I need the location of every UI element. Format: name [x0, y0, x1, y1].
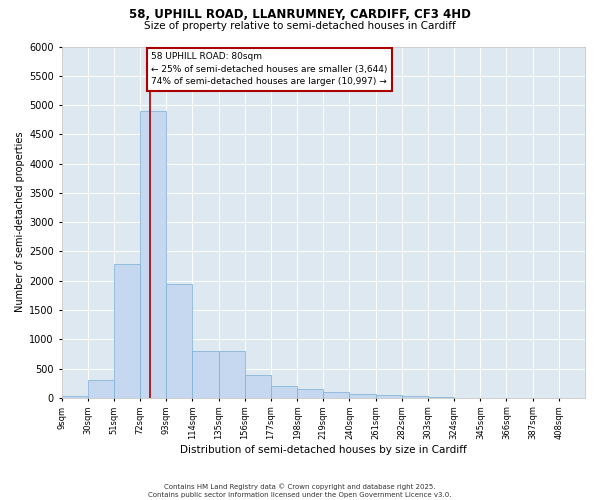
- Bar: [218, 351, 245, 398]
- Bar: [166, 284, 193, 398]
- Bar: [271, 386, 297, 398]
- Text: Contains HM Land Registry data © Crown copyright and database right 2025.
Contai: Contains HM Land Registry data © Crown c…: [148, 483, 452, 498]
- Bar: [376, 396, 402, 398]
- Bar: [140, 111, 166, 398]
- Y-axis label: Number of semi-detached properties: Number of semi-detached properties: [15, 132, 25, 312]
- Bar: [428, 397, 454, 398]
- Bar: [245, 375, 271, 398]
- Bar: [193, 351, 218, 398]
- Bar: [323, 392, 349, 398]
- Text: 58, UPHILL ROAD, LLANRUMNEY, CARDIFF, CF3 4HD: 58, UPHILL ROAD, LLANRUMNEY, CARDIFF, CF…: [129, 8, 471, 20]
- Text: 58 UPHILL ROAD: 80sqm
← 25% of semi-detached houses are smaller (3,644)
74% of s: 58 UPHILL ROAD: 80sqm ← 25% of semi-deta…: [151, 52, 388, 86]
- X-axis label: Distribution of semi-detached houses by size in Cardiff: Distribution of semi-detached houses by …: [180, 445, 467, 455]
- Bar: [297, 389, 323, 398]
- Bar: [349, 394, 376, 398]
- Text: Size of property relative to semi-detached houses in Cardiff: Size of property relative to semi-detach…: [144, 21, 456, 31]
- Bar: [62, 396, 88, 398]
- Bar: [402, 396, 428, 398]
- Bar: [114, 264, 140, 398]
- Bar: [88, 380, 114, 398]
